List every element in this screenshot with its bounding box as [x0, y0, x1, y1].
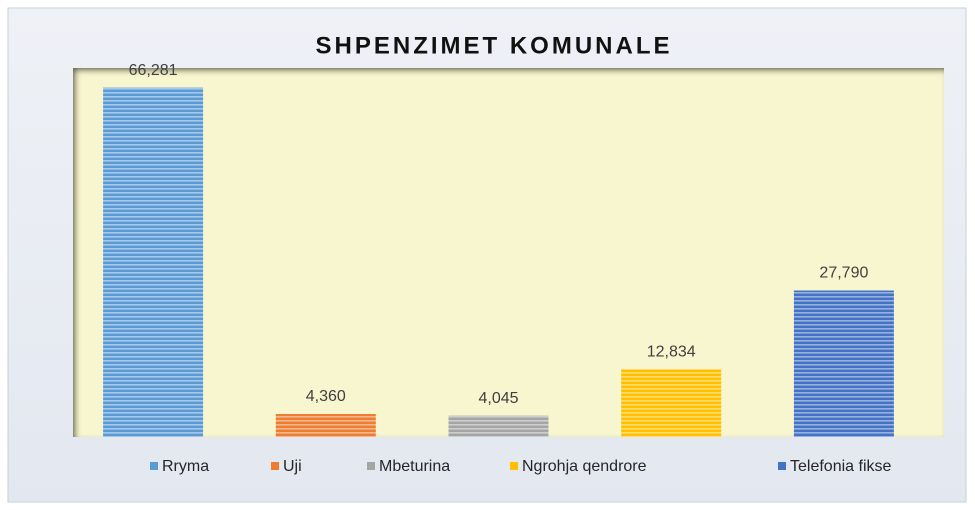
legend-label: Ngrohja qendrore: [522, 458, 647, 475]
legend-marker: [271, 462, 279, 470]
bar: [793, 290, 894, 437]
legend-label: Telefonia fikse: [790, 458, 891, 475]
bar: [103, 87, 204, 438]
legend-label: Uji: [283, 458, 302, 475]
value-label: 27,790: [819, 265, 868, 282]
legend-marker: [367, 462, 375, 470]
legend-marker: [510, 462, 518, 470]
value-label: 4,045: [478, 390, 518, 407]
value-label: 66,281: [129, 62, 178, 79]
bar: [621, 369, 722, 437]
legend-marker: [778, 462, 786, 470]
value-label: 4,360: [306, 388, 346, 405]
legend-marker: [150, 462, 158, 470]
chart-title: SHPENZIMET KOMUNALE: [316, 32, 673, 59]
legend-label: Rryma: [162, 458, 209, 475]
value-label: 12,834: [647, 344, 696, 361]
bar: [448, 415, 549, 437]
legend-label: Mbeturina: [379, 458, 450, 475]
bar: [275, 414, 376, 437]
